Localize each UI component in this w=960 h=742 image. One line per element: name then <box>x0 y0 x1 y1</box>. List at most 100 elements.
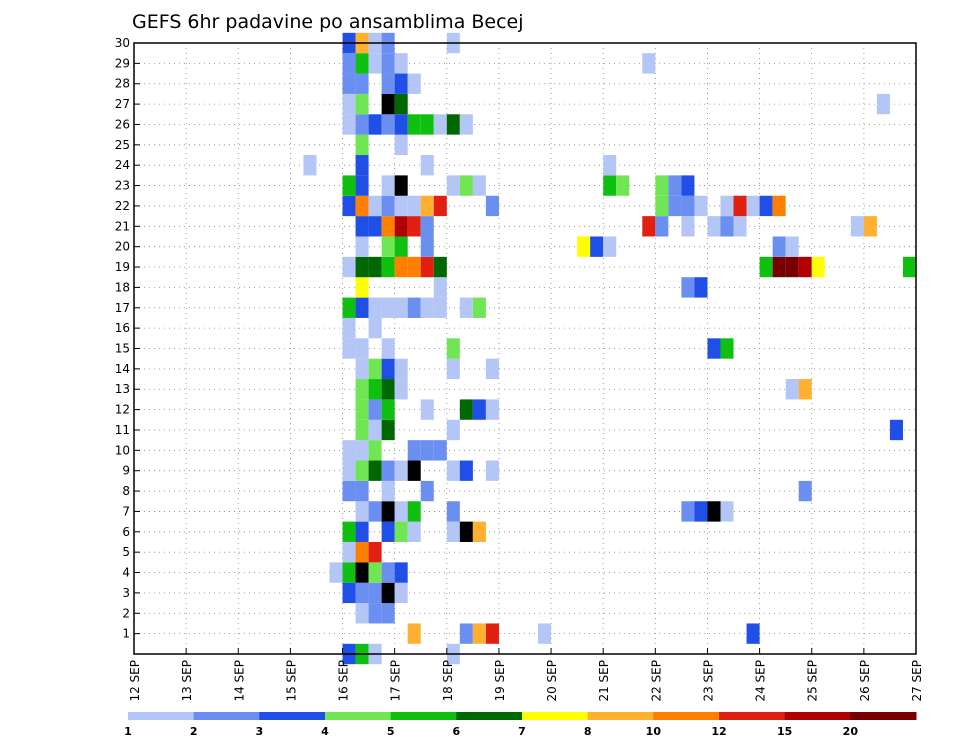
heatmap-cell <box>459 297 473 318</box>
heatmap-cell <box>407 256 421 278</box>
heatmap-cell <box>420 216 434 237</box>
y-tick-label: 26 <box>115 117 130 131</box>
y-tick-label: 9 <box>122 464 130 478</box>
x-tick-label: 22 SEP <box>649 660 663 702</box>
heatmap-cell <box>694 501 708 522</box>
heatmap-cell <box>355 93 369 115</box>
heatmap-cell <box>342 440 356 461</box>
heatmap-cell <box>342 480 356 502</box>
heatmap-cell <box>720 338 734 359</box>
heatmap-cell <box>342 338 356 359</box>
heatmap-cell <box>368 541 382 563</box>
legend-label: 5 <box>387 725 395 738</box>
legend-label: 7 <box>518 725 526 738</box>
heatmap-cell <box>394 256 408 278</box>
heatmap-cell <box>785 256 799 278</box>
y-tick-label: 17 <box>115 301 130 315</box>
heatmap-cell <box>798 256 812 278</box>
heatmap-cell <box>355 521 369 542</box>
heatmap-cell <box>355 155 369 176</box>
heatmap-cell <box>368 195 382 217</box>
x-tick-label: 15 SEP <box>284 660 298 702</box>
heatmap-cell <box>355 53 369 74</box>
heatmap-cell <box>485 195 499 217</box>
heatmap-cell <box>368 562 382 583</box>
heatmap-cell <box>472 521 486 542</box>
heatmap-cell <box>407 623 421 644</box>
heatmap-cell <box>368 114 382 135</box>
heatmap-cell <box>472 175 486 196</box>
legend-swatch <box>719 712 786 720</box>
heatmap-cell <box>342 256 356 278</box>
y-tick-label: 13 <box>115 382 130 396</box>
heatmap-cell <box>798 480 812 502</box>
heatmap-cell <box>603 155 617 176</box>
heatmap-cell <box>394 562 408 583</box>
heatmap-cell <box>381 460 395 481</box>
heatmap-cell <box>355 603 369 624</box>
x-tick-label: 19 SEP <box>493 660 507 702</box>
heatmap-cell <box>381 419 395 441</box>
heatmap-cell <box>355 216 369 237</box>
heatmap-cell <box>707 501 721 522</box>
x-tick-label: 20 SEP <box>545 660 559 702</box>
legend-label: 1 <box>124 725 132 738</box>
heatmap-cell <box>355 582 369 604</box>
heatmap-cell <box>681 195 695 217</box>
heatmap-cell <box>889 419 903 441</box>
heatmap-cell <box>433 195 447 217</box>
heatmap-cell <box>746 623 760 644</box>
heatmap-cell <box>759 195 773 217</box>
y-tick-label: 27 <box>115 97 130 111</box>
heatmap-cell <box>368 440 382 461</box>
heatmap-cell <box>394 114 408 135</box>
heatmap-cell <box>355 460 369 481</box>
color-legend: 1 2 3 4 5 6 7 8 10 12 15 20 <box>124 712 917 738</box>
heatmap-cell <box>368 582 382 604</box>
heatmap-cell <box>329 562 343 583</box>
heatmap-cell <box>381 216 395 237</box>
heatmap-cell <box>342 195 356 217</box>
heatmap-cell <box>355 541 369 563</box>
heatmap-cell <box>342 317 356 339</box>
heatmap-cell <box>446 419 460 441</box>
heatmap-cell <box>811 256 825 278</box>
heatmap-cell <box>446 501 460 522</box>
heatmap-cell <box>407 501 421 522</box>
heatmap-cell <box>420 297 434 318</box>
heatmap-cell <box>459 521 473 542</box>
heatmap-cell <box>394 501 408 522</box>
y-tick-label: 30 <box>115 36 130 50</box>
heatmap-cell <box>355 399 369 420</box>
x-tick-label: 21 SEP <box>597 660 611 702</box>
x-tick-label: 26 SEP <box>858 660 872 702</box>
heatmap-cell <box>420 480 434 502</box>
heatmap-cell <box>303 155 317 176</box>
legend-swatch <box>850 712 917 720</box>
heatmap-cell <box>655 175 669 196</box>
heatmap-cell <box>720 216 734 237</box>
heatmap-cell <box>342 114 356 135</box>
heatmap-cell <box>863 216 877 237</box>
heatmap-cell <box>355 256 369 278</box>
legend-label: 4 <box>321 725 329 738</box>
heatmap-cell <box>368 256 382 278</box>
heatmap-cell <box>407 216 421 237</box>
heatmap-cell <box>681 216 695 237</box>
heatmap-cell <box>446 521 460 542</box>
heatmap-cell <box>381 175 395 196</box>
legend-label: 3 <box>256 725 264 738</box>
legend-label: 10 <box>646 725 662 738</box>
heatmap-cell <box>355 379 369 400</box>
heatmap-cell <box>485 623 499 644</box>
heatmap-cell <box>694 195 708 217</box>
chart-title: GEFS 6hr padavine po ansamblima Becej <box>132 11 524 33</box>
heatmap-cell <box>446 338 460 359</box>
heatmap-cell <box>394 358 408 380</box>
y-tick-label: 29 <box>115 56 130 70</box>
x-axis: 12 SEP 13 SEP 14 SEP 15 SEP 16 SEP 17 SEP 18 S… <box>128 648 924 702</box>
y-tick-label: 25 <box>115 138 130 152</box>
x-tick-label: 14 SEP <box>232 660 246 702</box>
heatmap-cell <box>433 440 447 461</box>
